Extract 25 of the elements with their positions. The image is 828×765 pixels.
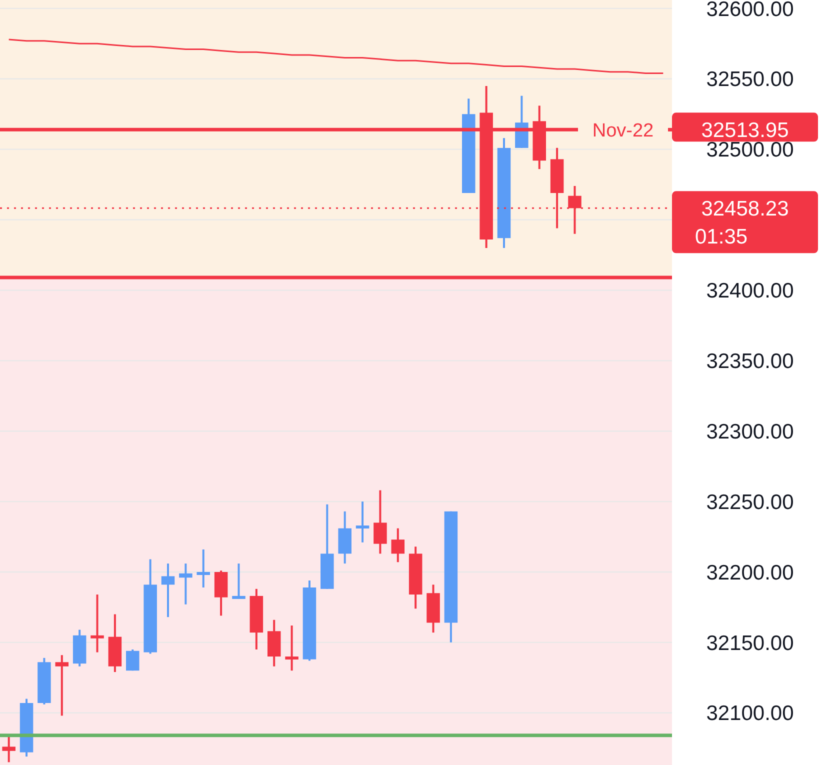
candlestick [55, 654, 69, 717]
candlestick [90, 594, 104, 654]
y-tick-label: 32458.23 [701, 198, 789, 221]
text: 01:35 [695, 226, 748, 249]
ref-line-label: Nov-22 [592, 120, 654, 142]
y-tick-label: 32550.00 [706, 68, 794, 92]
y-tick-label: 32250.00 [706, 490, 794, 514]
y-tick-label: 32350.00 [706, 350, 794, 374]
candlestick [374, 489, 387, 555]
y-tick-label: 32300.00 [706, 420, 794, 444]
candlestick [356, 500, 370, 544]
candlestick [285, 624, 298, 672]
y-tick-label: 32600.00 [706, 0, 794, 21]
y-tick-label: 32100.00 [706, 702, 794, 726]
candlestick [232, 562, 246, 600]
y-tick-label: 32200.00 [706, 561, 794, 584]
candlestick [196, 548, 210, 588]
candlestick [161, 562, 175, 618]
y-tick-label: 32400.00 [706, 280, 794, 303]
candlestick [391, 527, 405, 564]
y-tick-label: 32150.00 [706, 632, 794, 655]
candlestick [2, 734, 16, 764]
candlestick [126, 648, 140, 672]
line-series [8, 38, 664, 74]
candlestick [179, 562, 192, 606]
